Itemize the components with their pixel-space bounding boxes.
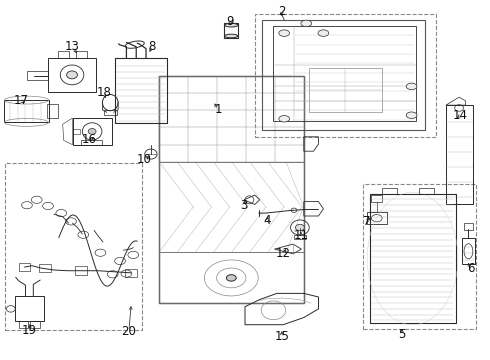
- Bar: [15, 296, 44, 321]
- Bar: [27, 71, 48, 80]
- Bar: [76, 51, 87, 58]
- Bar: [309, 68, 382, 112]
- Bar: [255, 14, 436, 137]
- Bar: [30, 321, 40, 328]
- Ellipse shape: [224, 34, 238, 38]
- Bar: [81, 140, 102, 145]
- Text: 15: 15: [274, 330, 289, 343]
- Text: 14: 14: [453, 109, 468, 122]
- Bar: [104, 110, 117, 115]
- Text: 5: 5: [398, 328, 406, 341]
- Text: 8: 8: [148, 40, 156, 53]
- Bar: [58, 51, 69, 58]
- Text: 20: 20: [122, 325, 136, 338]
- Bar: [367, 212, 387, 224]
- Text: 19: 19: [22, 324, 37, 337]
- Bar: [159, 76, 304, 162]
- Text: 12: 12: [276, 247, 291, 260]
- Text: 7: 7: [363, 215, 370, 228]
- Ellipse shape: [67, 71, 77, 79]
- Bar: [75, 266, 87, 275]
- Text: 16: 16: [82, 133, 97, 146]
- Bar: [39, 264, 51, 272]
- Bar: [125, 269, 137, 277]
- Ellipse shape: [279, 116, 290, 122]
- Bar: [73, 129, 80, 134]
- Bar: [4, 100, 49, 122]
- Text: 2: 2: [278, 5, 286, 18]
- Text: 6: 6: [466, 262, 474, 275]
- Bar: [370, 194, 456, 323]
- Ellipse shape: [224, 23, 238, 27]
- Bar: [159, 162, 304, 252]
- Ellipse shape: [279, 30, 290, 36]
- Bar: [464, 223, 473, 230]
- Bar: [19, 263, 30, 271]
- Bar: [363, 184, 476, 329]
- Ellipse shape: [301, 20, 312, 27]
- Ellipse shape: [406, 112, 417, 118]
- Bar: [224, 23, 238, 38]
- Bar: [19, 321, 28, 328]
- Bar: [371, 195, 382, 202]
- Bar: [273, 26, 416, 121]
- Ellipse shape: [318, 30, 329, 36]
- Bar: [382, 188, 397, 194]
- Text: 11: 11: [294, 229, 308, 242]
- Bar: [462, 238, 475, 264]
- Ellipse shape: [226, 275, 236, 281]
- Bar: [419, 188, 434, 194]
- Bar: [159, 76, 304, 303]
- Text: 17: 17: [14, 94, 28, 107]
- Bar: [446, 105, 473, 204]
- Bar: [115, 58, 167, 123]
- Text: 18: 18: [97, 86, 111, 99]
- Bar: [159, 252, 304, 303]
- Bar: [5, 163, 142, 330]
- Ellipse shape: [88, 129, 96, 134]
- Text: 4: 4: [263, 214, 271, 227]
- Bar: [294, 235, 306, 239]
- Bar: [47, 104, 58, 118]
- Text: 13: 13: [65, 40, 80, 53]
- Ellipse shape: [406, 83, 417, 90]
- Text: 1: 1: [214, 103, 222, 116]
- Bar: [48, 58, 96, 92]
- Text: 9: 9: [226, 15, 234, 28]
- Bar: [73, 118, 112, 145]
- Text: 10: 10: [137, 153, 152, 166]
- Text: 3: 3: [240, 199, 248, 212]
- Ellipse shape: [295, 224, 304, 231]
